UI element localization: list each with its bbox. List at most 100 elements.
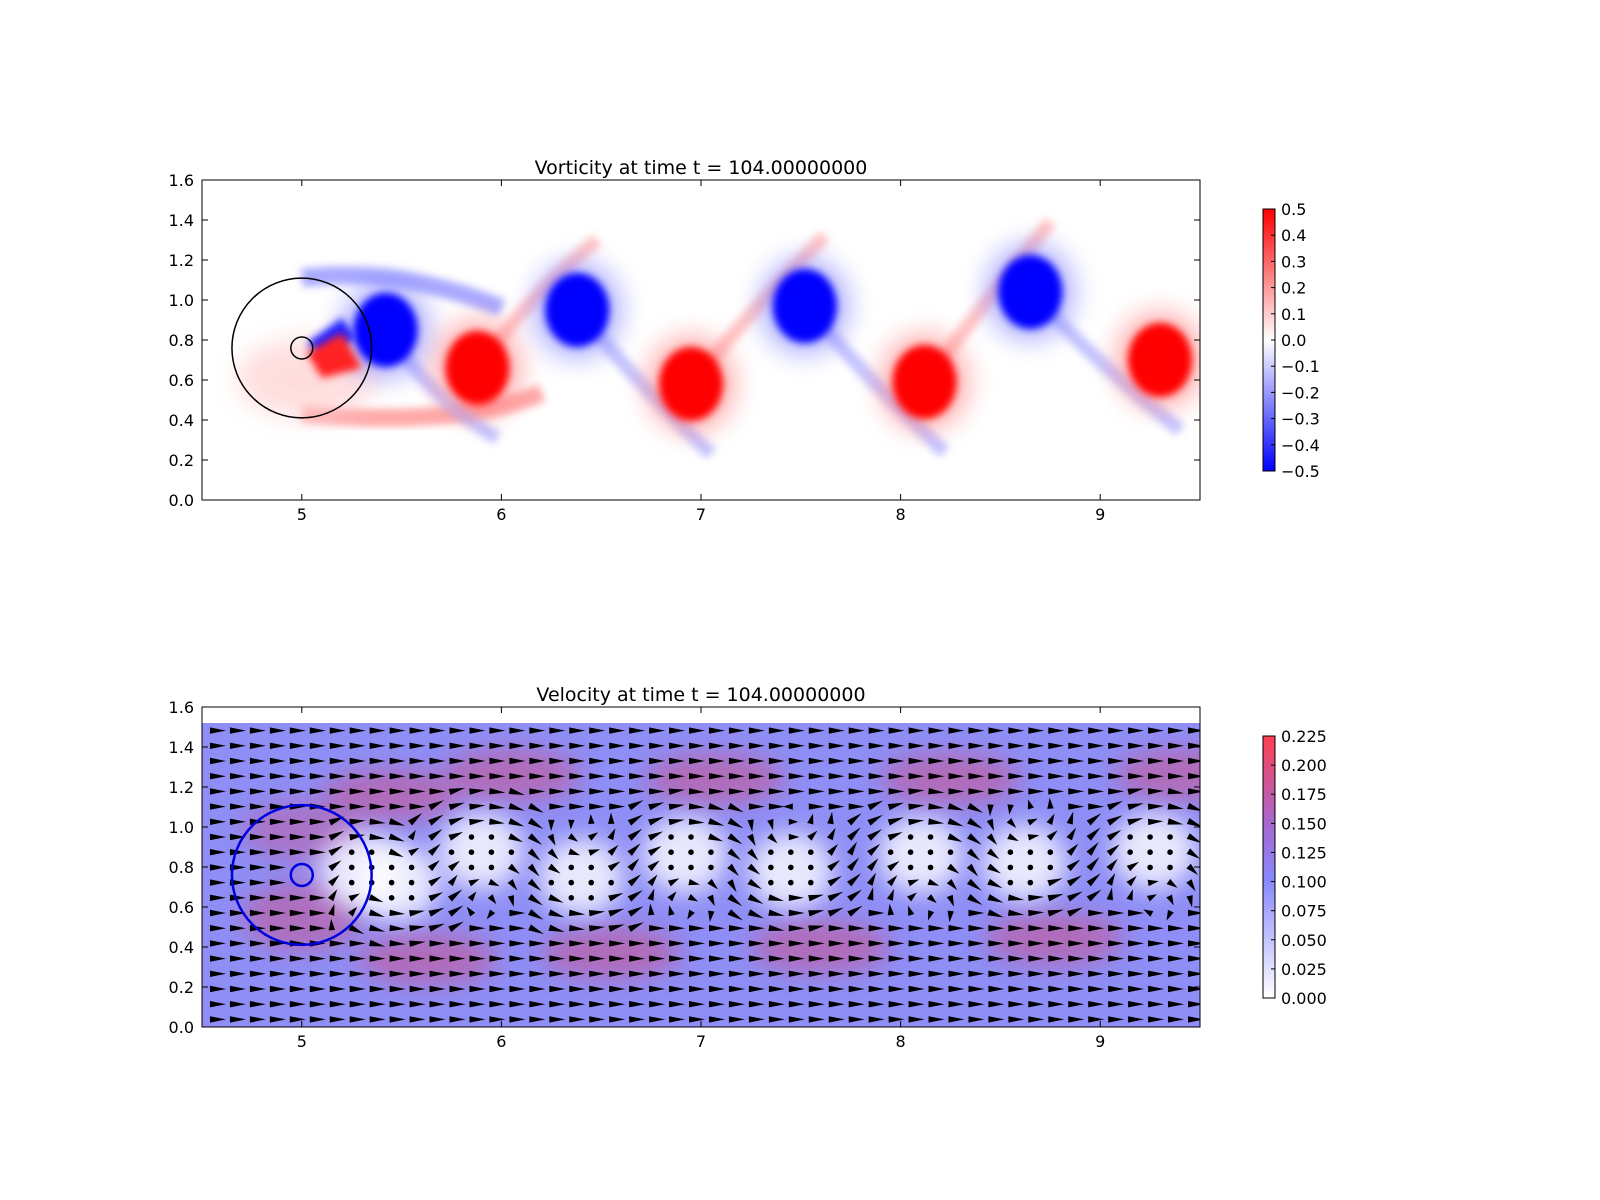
quiver-arrow (928, 955, 945, 962)
quiver-arrow (1148, 773, 1165, 780)
quiver-arrow (349, 834, 366, 841)
quiver-arrow (429, 985, 446, 993)
quiver-arrow (229, 1001, 246, 1008)
quiver-arrow (329, 985, 346, 993)
quiver-arrow (229, 788, 246, 795)
quiver-arrow (1008, 955, 1025, 962)
quiver-arrow (587, 832, 599, 841)
quiver-arrow (269, 1016, 286, 1023)
quiver-arrow (588, 925, 606, 932)
quiver-arrow (669, 925, 686, 932)
quiver-arrow (928, 970, 945, 977)
velocity-colorbar-labels: 0.225 0.200 0.175 0.150 0.125 0.100 0.075 0.050… (1271, 727, 1327, 1008)
quiver-arrow (469, 757, 486, 765)
quiver-arrow (428, 829, 443, 841)
quiver-arrow (669, 1016, 686, 1023)
quiver-arrow (1066, 811, 1074, 825)
quiver-arrow (509, 1001, 526, 1008)
quiver-arrow (808, 773, 825, 780)
quiver-arrow (209, 940, 226, 947)
quiver-arrow (549, 985, 566, 993)
quiver-arrow (409, 970, 426, 977)
quiver-arrow (348, 893, 360, 902)
quiver-arrow (1048, 757, 1065, 765)
quiver-arrow (249, 894, 266, 901)
quiver-arrow (767, 833, 778, 844)
slow-flow-core (878, 817, 963, 893)
quiver-dot (807, 879, 814, 886)
quiver-arrow (609, 970, 626, 977)
quiver-arrow (1106, 858, 1118, 872)
quiver-arrow (1147, 803, 1165, 810)
quiver-arrow (1048, 788, 1065, 795)
quiver-arrow (627, 922, 644, 932)
quiver-arrow (888, 788, 905, 795)
quiver-arrow (888, 1016, 905, 1023)
quiver-arrow (888, 757, 905, 765)
quiver-arrow (349, 727, 366, 734)
slow-flow-core (439, 813, 524, 889)
quiver-arrow (369, 1016, 386, 1023)
quiver-arrow (229, 970, 246, 977)
quiver-arrow (788, 894, 805, 901)
quiver-arrow (689, 757, 706, 765)
quiver-arrow (669, 955, 686, 962)
quiver-arrow (1166, 878, 1178, 888)
quiver-arrow (549, 788, 566, 795)
quiver-arrow (968, 925, 985, 932)
quiver-arrow (309, 833, 326, 841)
quiver-arrow (349, 1001, 366, 1008)
quiver-arrow (309, 727, 326, 734)
quiver-arrow (509, 925, 526, 932)
quiver-arrow (389, 1001, 406, 1008)
quiver-arrow (607, 828, 616, 841)
quiver-arrow (808, 1001, 825, 1008)
quiver-arrow (828, 925, 845, 932)
quiver-arrow (807, 830, 818, 841)
quiver-arrow (369, 955, 386, 962)
quiver-arrow (828, 773, 845, 780)
quiver-arrow (389, 1016, 406, 1023)
quiver-arrow (508, 833, 524, 843)
quiver-arrow (1047, 797, 1054, 809)
quiver-arrow (888, 970, 905, 977)
quiver-arrow (988, 757, 1005, 765)
quiver-arrow (209, 970, 226, 977)
quiver-arrow (328, 903, 335, 916)
quiver-arrow (589, 1016, 606, 1023)
quiver-arrow (569, 803, 586, 810)
quiver-arrow (747, 848, 759, 861)
quiver-arrow (1088, 985, 1105, 993)
quiver-arrow (1068, 803, 1085, 810)
quiver-arrow (727, 879, 737, 893)
quiver-arrow (309, 773, 326, 780)
quiver-arrow (309, 849, 326, 856)
quiver-arrow (329, 1001, 346, 1008)
quiver-arrow (429, 955, 446, 962)
quiver-arrow (328, 874, 340, 887)
quiver-arrow (269, 894, 286, 901)
quiver-arrow (369, 833, 386, 840)
quiver-arrow (1088, 742, 1105, 749)
quiver-arrow (888, 1001, 905, 1008)
y-tick-label: 0.8 (169, 331, 194, 350)
quiver-arrow (828, 1016, 845, 1023)
quiver-arrow (309, 818, 326, 825)
quiver-arrow (708, 803, 725, 811)
quiver-arrow (727, 802, 744, 813)
quiver-arrow (888, 985, 905, 993)
quiver-arrow (649, 985, 666, 993)
quiver-arrow (389, 742, 406, 749)
quiver-arrow (369, 727, 386, 734)
quiver-arrow (1168, 970, 1185, 977)
quiver-arrow (668, 803, 685, 811)
quiver-arrow (988, 1016, 1005, 1023)
vorticity-title: Vorticity at time t = 104.00000000 (535, 157, 868, 179)
quiver-arrow (988, 1001, 1005, 1008)
quiver-arrow (289, 1016, 306, 1023)
quiver-arrow (209, 864, 226, 871)
quiver-arrow (928, 940, 945, 947)
quiver-arrow (249, 970, 266, 977)
quiver-arrow (1168, 940, 1185, 947)
quiver-arrow (209, 879, 226, 886)
